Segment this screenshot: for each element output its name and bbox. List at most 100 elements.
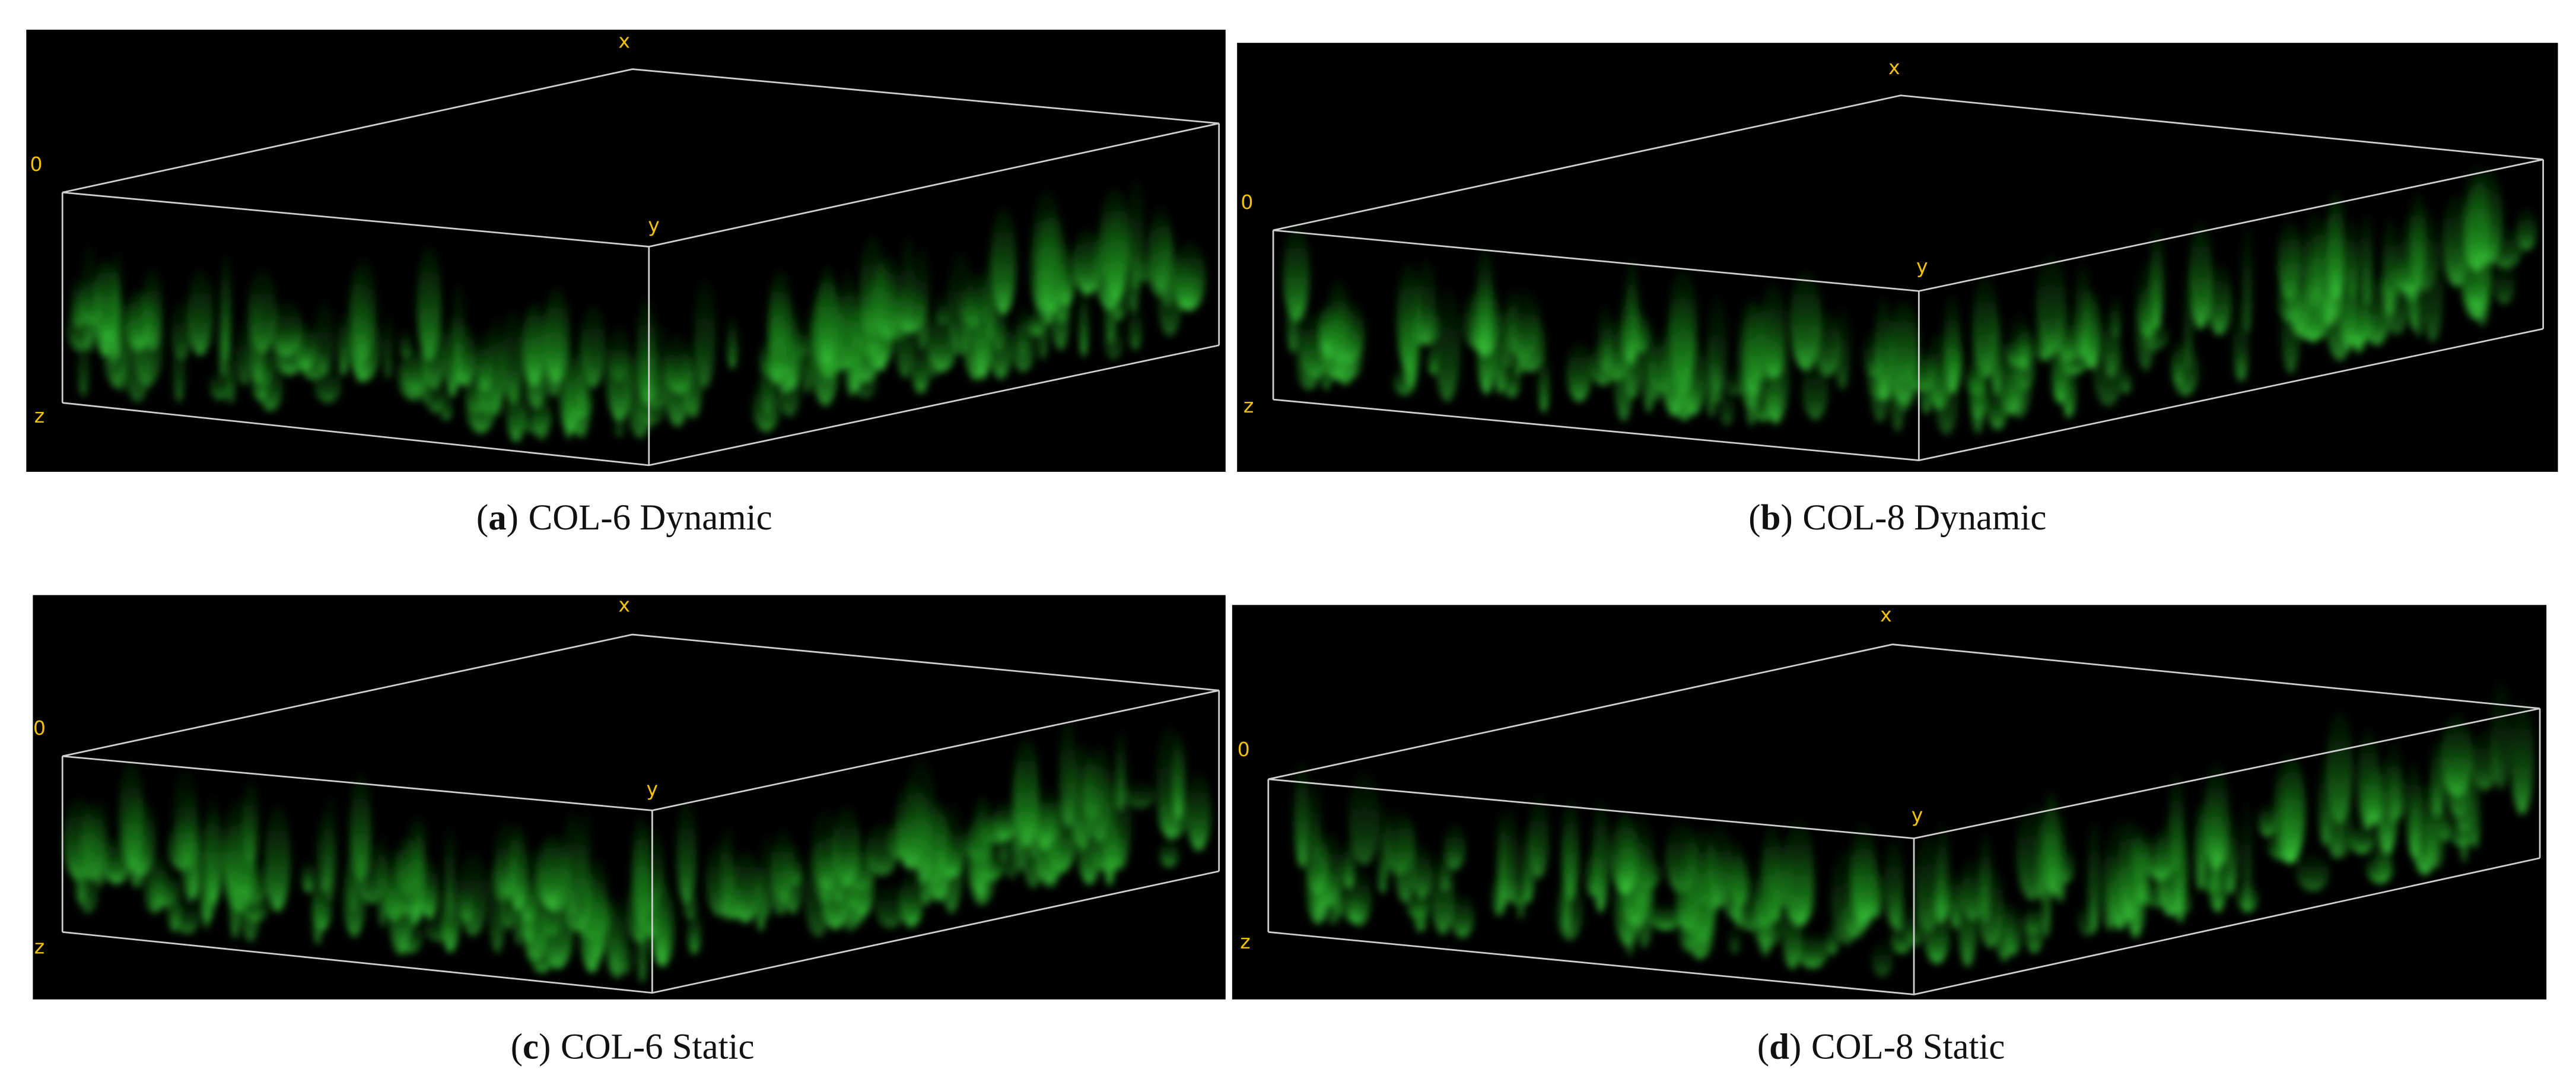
- cell-blob: [1378, 854, 1388, 893]
- cell-blob: [1400, 278, 1419, 388]
- cell-blob: [209, 370, 231, 400]
- cell-blob: [1932, 359, 1943, 410]
- cell-blob: [2281, 759, 2305, 863]
- axis-label: 0: [1238, 738, 1250, 761]
- cell-blob: [1854, 857, 1882, 921]
- cell-blob: [893, 286, 926, 333]
- cell-blob: [1969, 332, 1986, 434]
- cell-blob: [420, 361, 431, 405]
- cell-blob: [1765, 334, 1785, 377]
- cell-blob: [228, 832, 242, 939]
- panel: x 0 y z (a) COL-6 Dynamic: [26, 29, 1226, 538]
- panel-label-part: (: [476, 498, 488, 538]
- cell-blob: [311, 875, 324, 945]
- axis-label: 0: [33, 716, 46, 740]
- cell-blob: [2058, 846, 2075, 883]
- cell-blob: [1115, 729, 1127, 811]
- cell-blob: [349, 306, 381, 382]
- cell-blob: [1413, 893, 1428, 932]
- panel-label-part: ): [1780, 498, 1792, 538]
- cell-blob: [2022, 906, 2043, 934]
- cell-blob: [1094, 220, 1126, 310]
- cell-blob: [1796, 932, 1828, 969]
- cell-blob: [606, 326, 633, 421]
- cell-blob: [1462, 291, 1492, 350]
- cell-blob: [865, 283, 896, 367]
- cell-blob: [2040, 326, 2052, 361]
- panel-label-part: ): [507, 498, 519, 538]
- axis-label: 0: [1241, 191, 1253, 214]
- cell-blob: [394, 882, 422, 915]
- fluorescence-volume: [63, 718, 1211, 984]
- cell-blob: [495, 821, 517, 897]
- cell-blob: [1028, 310, 1045, 336]
- cell-blob: [1826, 924, 1839, 955]
- cell-blob: [1159, 840, 1179, 867]
- cell-blob: [911, 342, 931, 394]
- cell-blob: [248, 296, 265, 385]
- cell-blob: [1172, 734, 1186, 820]
- panel-label: (d): [1757, 1027, 1801, 1067]
- cell-blob: [2365, 765, 2384, 824]
- cell-blob: [154, 871, 178, 907]
- cell-blob: [1598, 304, 1613, 375]
- cell-blob: [818, 265, 837, 365]
- cell-blob: [934, 830, 965, 878]
- cell-blob: [676, 800, 697, 905]
- cell-blob: [1077, 815, 1101, 885]
- cell-blob: [561, 849, 593, 932]
- cell-blob: [2413, 283, 2424, 337]
- axis-label: x: [618, 29, 630, 52]
- cell-blob: [1924, 909, 1950, 964]
- cell-blob: [1566, 342, 1592, 402]
- cell-blob: [1620, 284, 1641, 363]
- cell-blob: [1751, 894, 1785, 948]
- cell-blob: [2258, 804, 2277, 837]
- cell-blob: [989, 314, 1013, 379]
- cell-blob: [2296, 854, 2330, 892]
- cell-blob: [2489, 227, 2523, 269]
- cell-blob: [269, 301, 303, 357]
- cell-blob: [1516, 867, 1526, 919]
- cell-blob: [2422, 239, 2444, 342]
- cell-blob: [1186, 773, 1211, 851]
- cell-blob: [225, 342, 237, 404]
- cell-blob: [1561, 827, 1572, 933]
- cell-blob: [1831, 848, 1863, 945]
- caption: (d) COL-8 Static: [1757, 1027, 2005, 1067]
- cell-blob: [173, 331, 186, 403]
- cell-blob: [301, 861, 315, 893]
- cell-blob: [1444, 824, 1466, 870]
- cell-blob: [242, 892, 269, 922]
- cell-blob: [1293, 762, 1311, 868]
- cell-blob: [1305, 824, 1328, 895]
- axis-label: 0: [30, 153, 42, 176]
- cell-blob: [1346, 870, 1372, 926]
- cell-blob: [180, 794, 202, 902]
- cell-blob: [1416, 259, 1436, 345]
- cell-blob: [2451, 754, 2477, 833]
- cell-blob: [1784, 885, 1814, 923]
- axis-label: z: [1244, 394, 1254, 417]
- cell-blob: [237, 860, 270, 903]
- cell-blob: [1914, 833, 1942, 933]
- cell-blob: [1802, 355, 1829, 420]
- cell-blob: [2018, 326, 2031, 370]
- cell-blob: [1125, 231, 1141, 313]
- cell-blob: [2342, 303, 2374, 344]
- panel-label-part: c: [523, 1027, 539, 1067]
- caption: (a) COL-6 Dynamic: [476, 498, 772, 538]
- cell-blob: [1538, 352, 1550, 413]
- cell-blob: [2203, 763, 2230, 870]
- cell-blob: [2087, 820, 2101, 934]
- cell-blob: [1057, 244, 1076, 306]
- fluorescence-volume: [1293, 678, 2534, 976]
- cell-blob: [1440, 858, 1451, 892]
- cell-blob: [791, 859, 802, 885]
- cell-blob: [455, 323, 476, 386]
- cell-blob: [102, 836, 131, 884]
- cell-blob: [2144, 833, 2176, 880]
- cell-blob: [316, 812, 335, 892]
- cell-blob: [535, 836, 565, 909]
- cell-blob: [2232, 299, 2250, 379]
